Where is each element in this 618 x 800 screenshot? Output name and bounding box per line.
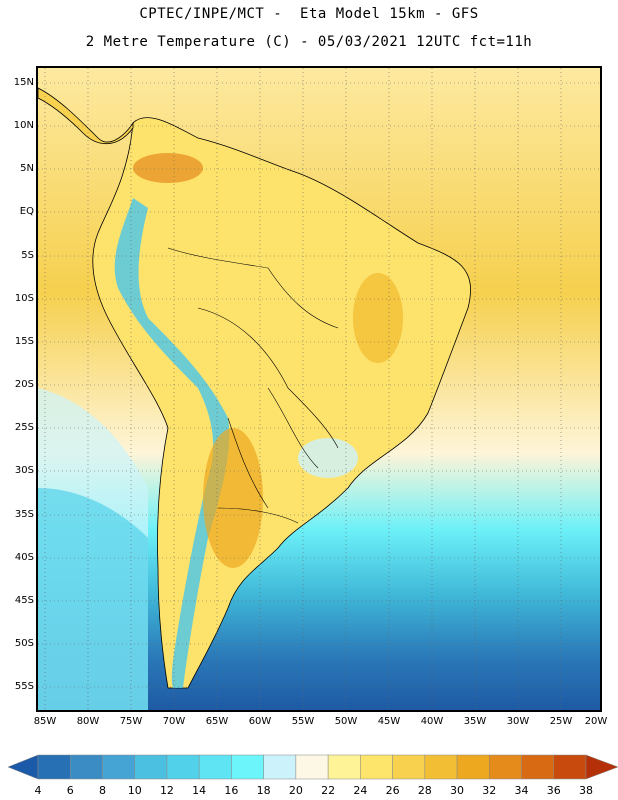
colorbar-tick-label: 10 (127, 784, 142, 797)
colorbar-arrow-low (8, 754, 39, 780)
andes-cold-strip (114, 198, 230, 688)
colorbar-tick-label: 32 (482, 784, 497, 797)
lat-label-40s: 40S (14, 552, 34, 563)
colorbar-tick-label: 14 (192, 784, 207, 797)
colorbar-tick-label: 12 (159, 784, 174, 797)
lon-label-80w: 80W (76, 716, 100, 727)
graticule (38, 68, 600, 710)
colorbar-swatch (553, 754, 587, 780)
lon-label-40w: 40W (420, 716, 444, 727)
lon-label-25w: 25W (549, 716, 573, 727)
colorbar-swatch (166, 754, 200, 780)
colorbar-swatch (198, 754, 232, 780)
colorbar-tick-label: 28 (417, 784, 432, 797)
lon-label-30w: 30W (506, 716, 530, 727)
lat-label-55s: 55S (14, 681, 34, 692)
lon-label-70w: 70W (162, 716, 186, 727)
colorbar-tick-label: 22 (321, 784, 336, 797)
colorbar-arrow-high (585, 754, 618, 780)
colorbar-tick-label: 4 (34, 784, 42, 797)
colorbar-swatch (102, 754, 135, 780)
lat-label-5s: 5S (21, 250, 34, 261)
colorbar-tick-label: 34 (514, 784, 529, 797)
lat-label-45s: 45S (14, 595, 34, 606)
warm-patch-venezuela (133, 153, 203, 183)
colorbar-tick-label: 36 (546, 784, 561, 797)
central-america-land (38, 87, 134, 145)
lat-label-15s: 15S (14, 336, 34, 347)
lon-label-50w: 50W (334, 716, 358, 727)
lon-label-75w: 75W (119, 716, 143, 727)
lon-label-55w: 55W (291, 716, 315, 727)
colorbar-tick-label: 6 (66, 784, 74, 797)
lat-label-15n: 15N (13, 77, 34, 88)
colorbar-tick-label: 26 (385, 784, 400, 797)
colorbar-swatch (489, 754, 522, 780)
warm-patch-chaco (203, 428, 263, 568)
lat-label-25s: 25S (14, 422, 34, 433)
title-line-2: 2 Metre Temperature (C) - 05/03/2021 12U… (85, 34, 533, 50)
lon-label-65w: 65W (205, 716, 229, 727)
south-america-land (92, 117, 471, 689)
map-svg (38, 68, 600, 710)
colorbar (8, 754, 618, 780)
country-borders (167, 247, 339, 524)
lat-label-20s: 20S (14, 379, 34, 390)
lat-label-30s: 30S (14, 465, 34, 476)
colorbar-swatch (295, 754, 329, 780)
lat-label-50s: 50S (14, 638, 34, 649)
warm-patch-bahia (353, 273, 403, 363)
cool-patch-southbrazil (298, 438, 358, 478)
lat-label-10n: 10N (13, 120, 34, 131)
colorbar-swatch (231, 754, 264, 780)
lat-label-eq: EQ (19, 206, 34, 217)
colorbar-swatch (37, 754, 71, 780)
colorbar-tick-label: 16 (224, 784, 239, 797)
colorbar-swatch (134, 754, 168, 780)
colorbar-swatch (424, 754, 458, 780)
colorbar-swatch (263, 754, 297, 780)
lat-label-5n: 5N (20, 163, 34, 174)
lat-label-35s: 35S (14, 509, 34, 520)
colorbar-tick-label: 30 (450, 784, 465, 797)
colorbar-swatch (521, 754, 555, 780)
pacific-cyan-zone (38, 488, 148, 710)
colorbar-swatch (327, 754, 361, 780)
colorbar-swatch (456, 754, 490, 780)
colorbar-tick-label: 38 (579, 784, 593, 797)
colorbar-swatch (392, 754, 426, 780)
colorbar-swatch (69, 754, 103, 780)
lon-label-60w: 60W (248, 716, 272, 727)
lon-label-35w: 35W (463, 716, 487, 727)
colorbar-tick-label: 8 (98, 784, 106, 797)
colorbar-swatch (360, 754, 393, 780)
colorbar-tick-label: 18 (256, 784, 271, 797)
colorbar-tick-label: 20 (288, 784, 303, 797)
lon-label-20w: 20W (584, 716, 608, 727)
colorbar-tick-label: 24 (353, 784, 368, 797)
lon-label-85w: 85W (33, 716, 57, 727)
temperature-map (36, 66, 602, 712)
lat-label-10s: 10S (14, 293, 34, 304)
title-line-1: CPTEC/INPE/MCT - Eta Model 15km - GFS (139, 6, 479, 22)
lon-label-45w: 45W (377, 716, 401, 727)
